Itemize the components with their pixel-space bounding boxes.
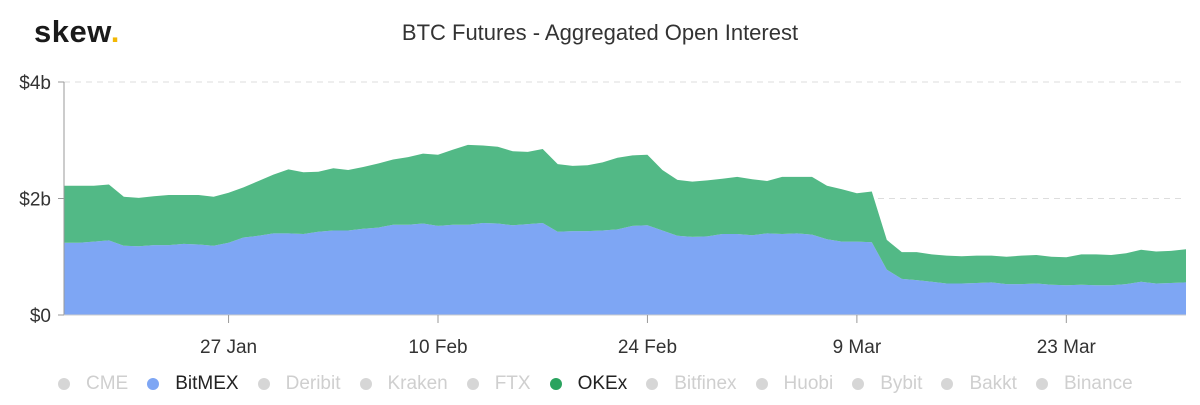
legend-label: Bitfinex — [674, 373, 737, 394]
legend-label: Huobi — [783, 373, 834, 394]
logo-text: skew — [34, 14, 111, 49]
legend-marker-icon — [466, 378, 479, 390]
legend-label: Kraken — [387, 373, 448, 394]
legend-item-okex[interactable]: OKEx — [549, 373, 628, 395]
series-area-bitmex — [64, 223, 1186, 315]
y-tick-label: $4b — [19, 73, 51, 94]
legend-marker-icon — [58, 378, 70, 390]
legend-marker-icon — [755, 378, 768, 390]
legend-item-huobi[interactable]: Huobi — [755, 373, 834, 395]
y-tick-label: $2b — [19, 190, 51, 211]
legend-marker-icon — [359, 378, 372, 390]
legend-marker-icon — [1035, 378, 1048, 390]
x-tick-label: 24 Feb — [618, 337, 677, 358]
legend-item-binance[interactable]: Binance — [1035, 373, 1133, 395]
chart-title: BTC Futures - Aggregated Open Interest — [401, 20, 799, 45]
legend-item-cme[interactable]: CME — [58, 373, 128, 395]
legend-marker-icon — [852, 378, 865, 390]
skew-logo: skew. — [34, 14, 120, 50]
legend-item-bitmex[interactable]: BitMEX — [147, 373, 239, 395]
legend-item-bybit[interactable]: Bybit — [852, 373, 922, 395]
legend-label: FTX — [494, 373, 531, 394]
legend-label: Binance — [1063, 373, 1133, 394]
legend-marker-icon — [549, 378, 562, 390]
legend-label: CME — [86, 373, 129, 394]
legend-label: Bakkt — [969, 373, 1017, 394]
legend-label: Bybit — [880, 373, 923, 394]
y-tick-label: $0 — [30, 306, 51, 327]
legend-marker-icon — [147, 378, 160, 390]
legend-marker-icon — [941, 378, 954, 390]
legend-label: Deribit — [285, 373, 341, 394]
legend-item-ftx[interactable]: FTX — [466, 373, 531, 395]
chart-legend: CME BitMEX Deribit Kraken FTX OKEx Bitfinex Huo… — [58, 372, 1152, 396]
x-tick-label: 23 Mar — [1037, 337, 1097, 358]
x-tick-label: 10 Feb — [408, 337, 467, 358]
legend-item-deribit[interactable]: Deribit — [257, 373, 341, 395]
legend-marker-icon — [257, 378, 270, 390]
series-area-okex — [64, 144, 1186, 286]
legend-marker-icon — [646, 378, 659, 390]
legend-item-kraken[interactable]: Kraken — [359, 373, 448, 395]
legend-item-bitfinex[interactable]: Bitfinex — [646, 373, 737, 395]
legend-label: BitMEX — [175, 373, 239, 394]
logo-dot: . — [110, 14, 120, 49]
x-tick-label: 9 Mar — [833, 337, 882, 358]
legend-item-bakkt[interactable]: Bakkt — [941, 373, 1017, 395]
x-tick-label: 27 Jan — [200, 337, 257, 358]
legend-label: OKEx — [577, 373, 628, 394]
